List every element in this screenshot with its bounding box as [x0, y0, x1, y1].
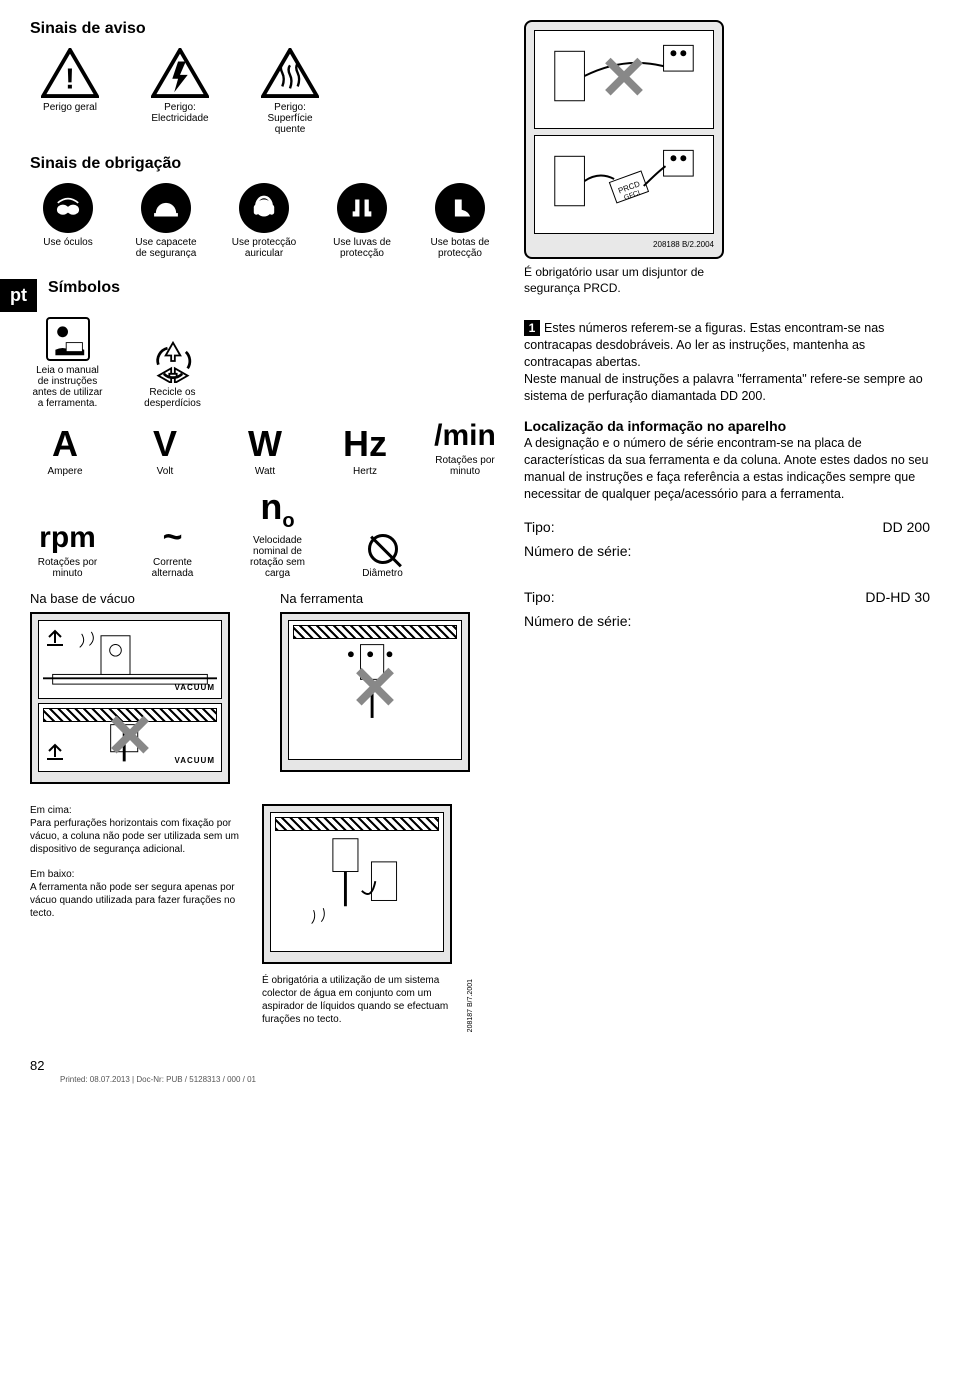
vacuum-base-diagram: VACUUM ✕ VACUUM — [30, 612, 230, 784]
serial-line-1: Número de série: — [524, 543, 930, 559]
water-diagram-inner — [270, 812, 444, 952]
unit-rpm: rpm — [39, 523, 96, 553]
units-row-2: rpm Rotações por minuto ~Corrente alterna… — [30, 489, 500, 579]
unit-volt: V — [153, 426, 177, 462]
water-diagram — [262, 804, 452, 964]
unit-ac-icon: ~ — [163, 518, 183, 557]
type-value-1: DD 200 — [883, 519, 930, 535]
type-line-1: Tipo: DD 200 — [524, 519, 930, 535]
unit-permin-label: Rotações por minuto — [435, 455, 494, 477]
warning-electricity-label: Perigo: Electricidade — [151, 102, 208, 124]
recycle: Recicle os desperdícios — [135, 339, 210, 409]
type-line-2: Tipo: DD-HD 30 — [524, 589, 930, 605]
prcd-diagram: ✕ PRCDGFCI 208188 B/2.2004 — [524, 20, 724, 259]
oblig-ear: Use protecção auricular — [226, 183, 302, 259]
recycle-label: Recicle os desperdícios — [144, 387, 201, 409]
unit-hertz: Hz — [343, 426, 387, 462]
read-manual: Leia o manual de instruções antes de uti… — [30, 317, 105, 409]
prcd-code: 208188 B/2.2004 — [534, 240, 714, 249]
oblig-helmet-label: Use capacete de segurança — [135, 237, 196, 259]
goggles-icon — [43, 183, 93, 233]
unit-ampere: A — [52, 426, 78, 462]
svg-text:!: ! — [65, 63, 75, 95]
unit-hertz-label: Hertz — [353, 466, 377, 477]
oblig-ear-label: Use protecção auricular — [232, 237, 296, 259]
type-value-2: DD-HD 30 — [865, 589, 930, 605]
on-tool-diagram: ✕ — [280, 612, 470, 772]
prcd-pane-top: ✕ — [534, 30, 714, 129]
warning-hot-label: Perigo: Superfície quente — [267, 102, 312, 135]
prcd-caption: É obrigatório usar um disjuntor de segur… — [524, 265, 930, 296]
unit-ampere-label: Ampere — [47, 466, 82, 477]
oblig-gloves-label: Use luvas de protecção — [333, 237, 391, 259]
printed-footer: Printed: 08.07.2013 | Doc-Nr: PUB / 5128… — [60, 1075, 930, 1084]
recycle-icon — [151, 339, 195, 383]
symbols-row-1: Leia o manual de instruções antes de uti… — [30, 317, 500, 409]
oblig-gloves: Use luvas de protecção — [324, 183, 400, 259]
type-label-1: Tipo: — [524, 519, 555, 535]
oblig-goggles: Use óculos — [30, 183, 106, 259]
gloves-icon — [337, 183, 387, 233]
read-manual-label: Leia o manual de instruções antes de uti… — [32, 365, 102, 409]
prcd-pane-bottom: PRCDGFCI — [534, 135, 714, 234]
caption-bottom: Em baixo: A ferramenta não pode ser segu… — [30, 868, 240, 920]
triangle-bolt-icon — [151, 48, 209, 98]
figure-ref-text: Estes números referem-se a figuras. Esta… — [524, 321, 923, 403]
figure-number-box: 1 — [524, 320, 540, 336]
unit-watt: W — [248, 426, 282, 462]
obligation-row: Use óculos Use capacete de segurança Use… — [30, 183, 500, 259]
warning-general: ! Perigo geral — [30, 48, 110, 135]
vacuum-label-1: VACUUM — [174, 683, 215, 692]
diameter-icon — [368, 534, 398, 564]
warning-hot: Perigo: Superfície quente — [250, 48, 330, 135]
location-heading: Localização da informação no aparelho — [524, 418, 786, 434]
read-manual-icon — [46, 317, 90, 361]
water-caption: É obrigatória a utilização de um sistema… — [262, 974, 462, 1026]
page-number: 82 — [30, 1058, 930, 1073]
vacuum-label-2: VACUUM — [174, 756, 215, 765]
oblig-helmet: Use capacete de segurança — [128, 183, 204, 259]
vacuum-base-heading: Na base de vácuo — [30, 591, 240, 606]
on-tool-heading: Na ferramenta — [280, 591, 490, 606]
unit-n0-label: Velocidade nominal de rotação sem carga — [250, 535, 305, 579]
obligation-heading: Sinais de obrigação — [30, 155, 500, 173]
units-row-1: A Ampere V Volt W Watt Hz Hertz /min Rotações… — [30, 421, 500, 477]
location-body: A designação e o número de série encontr… — [524, 436, 928, 501]
vacuum-diagram-bottom: ✕ VACUUM — [38, 703, 222, 772]
vacuum-arrow-icon-2 — [45, 743, 65, 763]
oblig-goggles-label: Use óculos — [43, 237, 92, 248]
warning-signs-row: ! Perigo geral Perigo: Electricidade Per… — [30, 48, 500, 135]
on-tool-diagram-inner: ✕ — [288, 620, 462, 760]
symbols-heading: Símbolos — [48, 279, 500, 297]
vacuum-diagram-top: VACUUM — [38, 620, 222, 699]
triangle-heat-icon — [261, 48, 319, 98]
unit-rpm-label: Rotações por minuto — [38, 557, 97, 579]
warning-electricity: Perigo: Electricidade — [140, 48, 220, 135]
triangle-exclamation-icon: ! — [41, 48, 99, 98]
unit-volt-label: Volt — [157, 466, 174, 477]
language-tab: pt — [0, 279, 37, 312]
vacuum-arrow-icon — [45, 629, 65, 649]
water-diagram-code: 208187 B/7.2001 — [467, 979, 474, 1032]
unit-watt-label: Watt — [255, 466, 275, 477]
warning-general-label: Perigo geral — [43, 102, 97, 113]
boots-icon — [435, 183, 485, 233]
ear-protection-icon — [239, 183, 289, 233]
unit-ac-label: Corrente alternada — [152, 557, 194, 579]
caption-top: Em cima: Para perfurações horizontais co… — [30, 804, 240, 856]
helmet-icon — [141, 183, 191, 233]
oblig-boots-label: Use botas de protecção — [431, 237, 490, 259]
unit-n0: no — [260, 489, 294, 531]
warning-heading: Sinais de aviso — [30, 20, 500, 38]
type-label-2: Tipo: — [524, 589, 555, 605]
figure-ref-para: 1Estes números referem-se a figuras. Est… — [524, 320, 930, 404]
unit-permin: /min — [434, 421, 496, 451]
unit-diameter-label: Diâmetro — [362, 568, 403, 579]
oblig-boots: Use botas de protecção — [422, 183, 498, 259]
serial-line-2: Número de série: — [524, 613, 930, 629]
